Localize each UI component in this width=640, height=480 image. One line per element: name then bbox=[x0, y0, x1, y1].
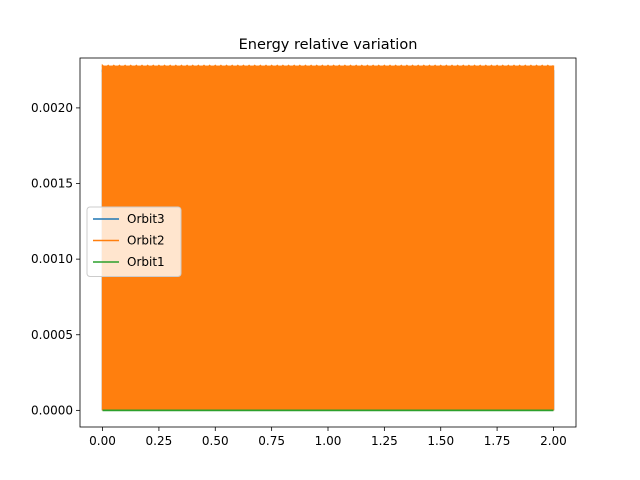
plot-area bbox=[79, 57, 577, 428]
x-tick-label: 0.50 bbox=[202, 434, 229, 448]
legend-label-orbit1: Orbit1 bbox=[127, 255, 165, 269]
x-tick-label: 1.50 bbox=[427, 434, 454, 448]
y-tick-label: 0.0020 bbox=[31, 101, 73, 115]
y-axis: 0.0000 0.0005 0.0010 0.0015 0.0020 bbox=[31, 101, 80, 417]
x-tick-label: 2.00 bbox=[540, 434, 567, 448]
x-tick-label: 1.25 bbox=[371, 434, 398, 448]
x-tick-label: 0.25 bbox=[146, 434, 173, 448]
x-tick-label: 0.75 bbox=[258, 434, 285, 448]
x-axis: 0.00 0.25 0.50 0.75 1.00 1.25 1.50 1.75 2.00 bbox=[89, 427, 567, 448]
x-tick-label: 1.00 bbox=[315, 434, 342, 448]
chart-title: Energy relative variation bbox=[239, 37, 418, 53]
y-tick-label: 0.0015 bbox=[31, 177, 73, 191]
legend: Orbit3 Orbit2 Orbit1 bbox=[86, 206, 182, 277]
legend-label-orbit2: Orbit2 bbox=[127, 234, 165, 248]
y-tick-label: 0.0010 bbox=[31, 252, 73, 266]
x-tick-label: 1.75 bbox=[484, 434, 511, 448]
legend-label-orbit3: Orbit3 bbox=[127, 212, 165, 226]
legend-box bbox=[86, 206, 182, 277]
x-tick-label: 0.00 bbox=[89, 434, 116, 448]
y-tick-label: 0.0000 bbox=[31, 403, 73, 417]
series-layer bbox=[101, 63, 555, 412]
y-tick-label: 0.0005 bbox=[31, 328, 73, 342]
series-orbit2-line bbox=[101, 63, 554, 70]
